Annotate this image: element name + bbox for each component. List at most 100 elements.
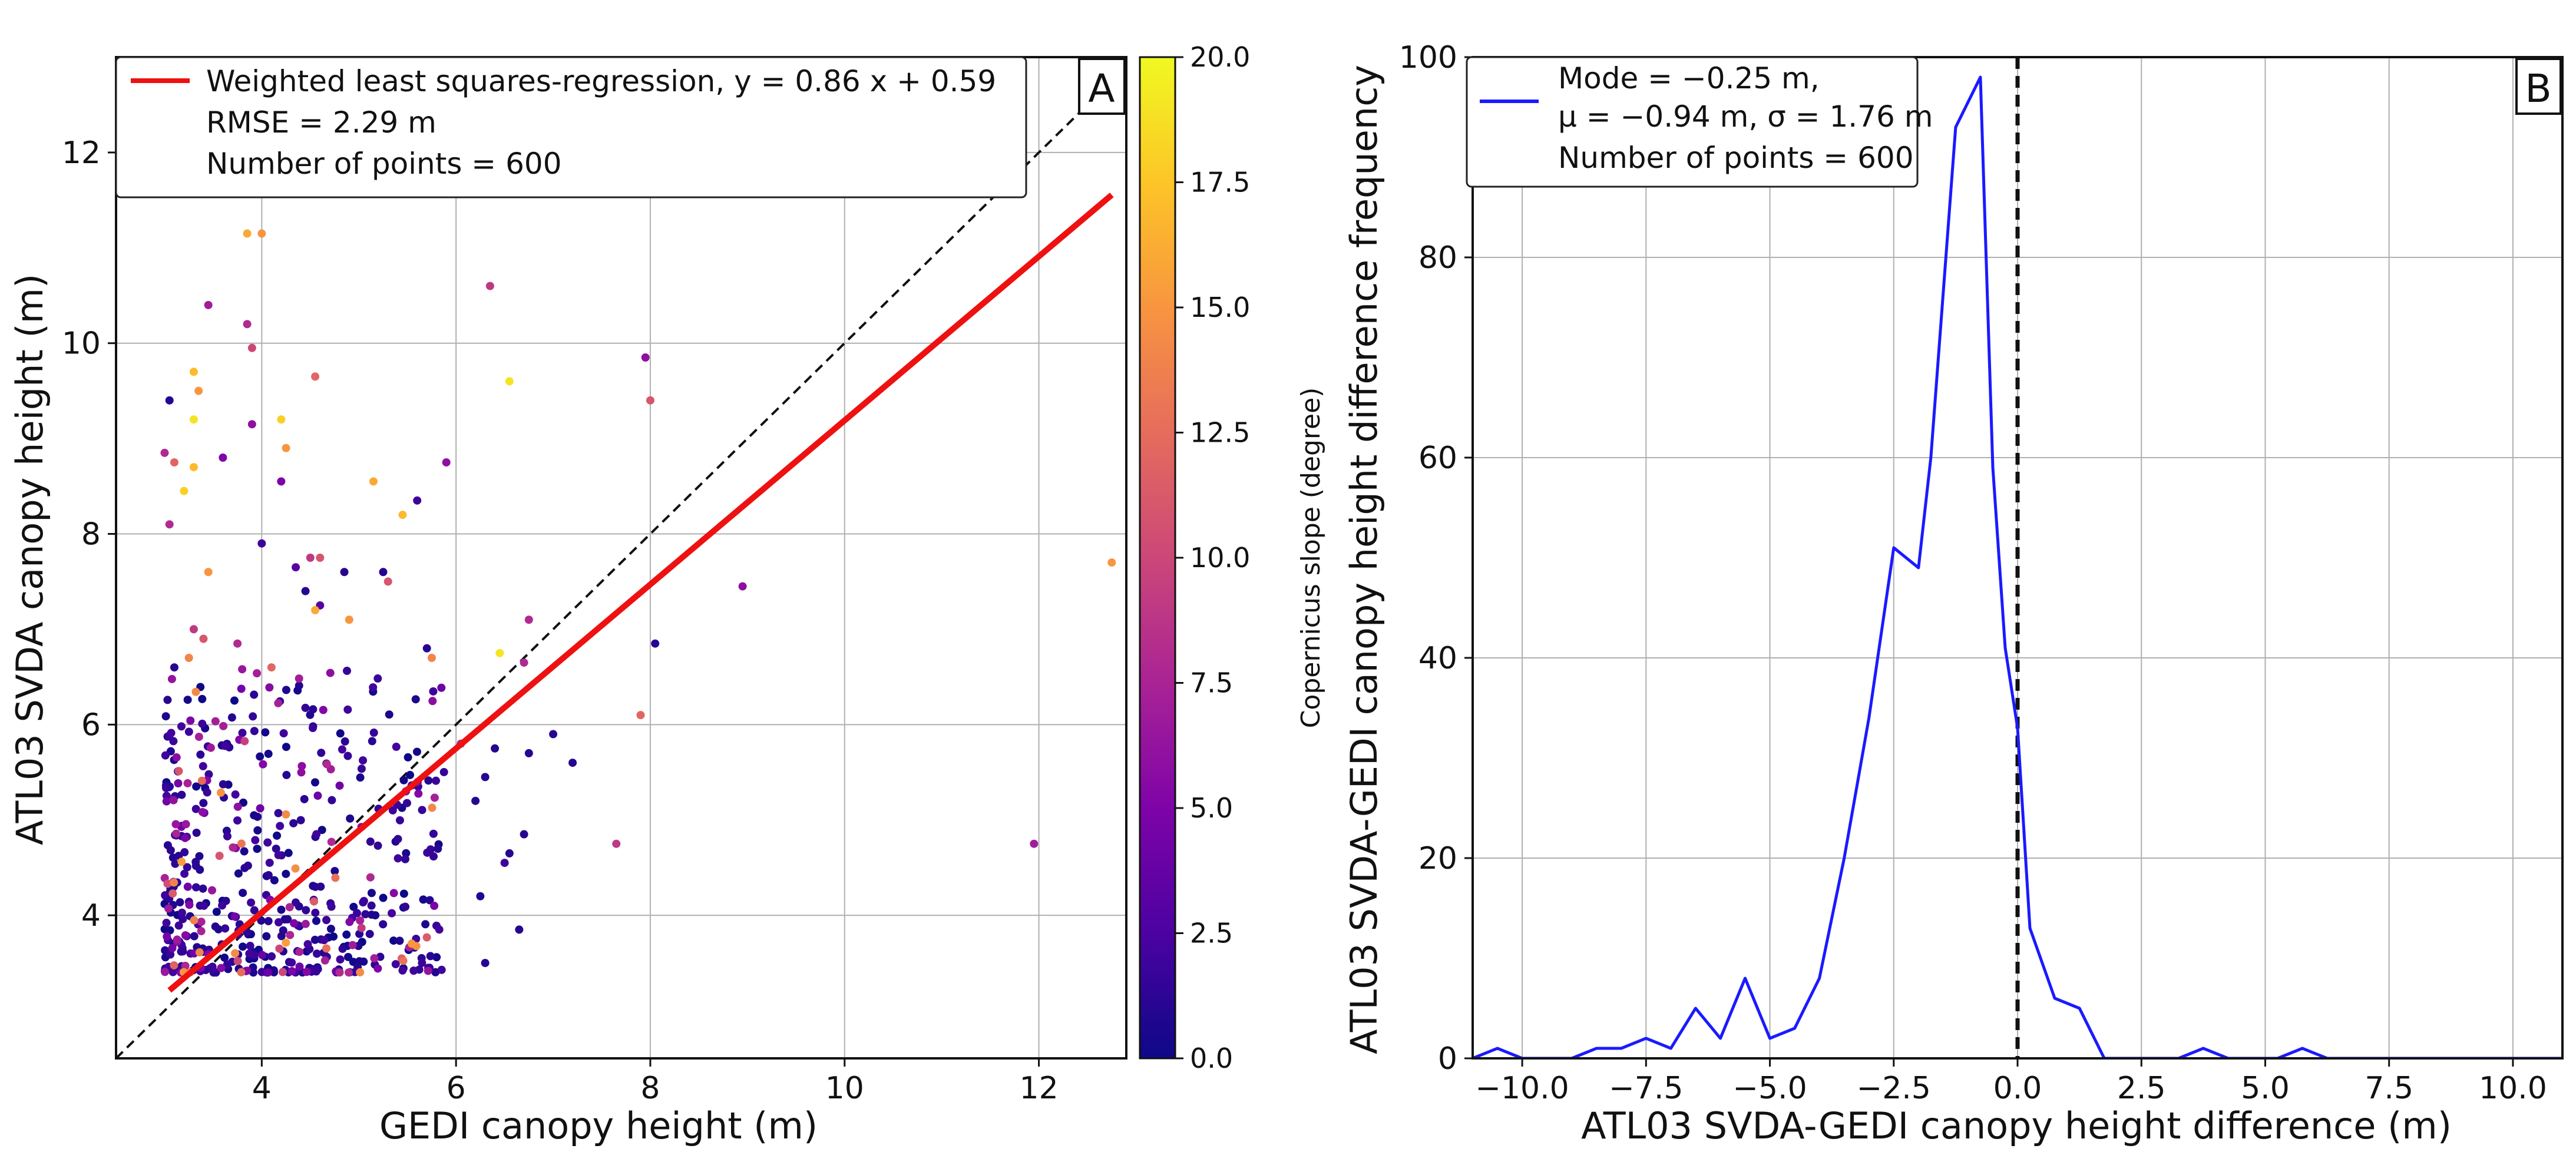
panel-a-point [424, 966, 432, 975]
panel-a-point [231, 790, 240, 799]
panel-a-point [295, 948, 304, 956]
panel-a-point [231, 949, 240, 958]
panel-a-point [170, 458, 178, 467]
panel-a-point [251, 836, 260, 845]
panel-a-point [183, 863, 191, 872]
panel-a-point [369, 683, 378, 692]
panel-b-ylabel: ATL03 SVDA-GEDI canopy height difference… [1342, 65, 1385, 1054]
panel-a-point [221, 924, 230, 933]
panel-a-ytick-label: 4 [81, 898, 101, 933]
panel-a-ytick-label: 6 [81, 707, 101, 743]
panel-a-point [286, 931, 295, 939]
panel-a-point [181, 820, 190, 829]
colorbar-tick-label: 10.0 [1190, 542, 1250, 574]
panel-a-point [177, 858, 186, 866]
panel-a-point [257, 968, 266, 976]
panel-a-point [190, 932, 199, 941]
panel-a-point [170, 663, 178, 672]
panel-a-point [282, 443, 290, 452]
panel-a-point [194, 386, 203, 395]
panel-a-point [327, 902, 336, 911]
panel-a-point [434, 845, 442, 853]
panel-a-point [253, 826, 262, 835]
panel-a-point [505, 849, 514, 858]
panel-a-point [173, 935, 181, 944]
panel-b-legend-mode: Mode = −0.25 m, [1558, 61, 1820, 95]
panel-a-point [437, 683, 446, 692]
panel-b-xtick-label: 0.0 [1993, 1071, 2042, 1106]
panel-a-point [316, 554, 325, 562]
panel-a-point [177, 790, 186, 799]
panel-a-point [310, 778, 319, 787]
panel-a-xtick-label: 4 [252, 1071, 272, 1106]
panel-a-point [366, 873, 375, 882]
panel-a-point [367, 911, 376, 919]
panel-b-ytick-label: 0 [1438, 1041, 1457, 1077]
panel-a-point [218, 901, 227, 910]
panel-b-ytick-label: 80 [1418, 240, 1457, 276]
panel-a-point [191, 858, 200, 866]
panel-a-point [199, 762, 207, 770]
panel-a-point [174, 921, 183, 930]
panel-a-point [233, 802, 242, 811]
panel-a-point [246, 942, 254, 951]
panel-b-xtick-label: 10.0 [2479, 1071, 2547, 1106]
panel-a-point [181, 961, 190, 970]
panel-a-point [189, 463, 198, 472]
panel-a-ytick-label: 12 [62, 135, 101, 171]
panel-a-point [373, 964, 382, 973]
panel-a-point [435, 925, 444, 934]
panel-a-point [204, 300, 213, 309]
panel-a-point [161, 751, 170, 760]
panel-a-xtick-label: 8 [640, 1071, 660, 1106]
panel-a-point [282, 810, 290, 819]
panel-a-point [215, 852, 224, 860]
colorbar-tick-label: 12.5 [1190, 417, 1250, 449]
panel-a-point [275, 944, 284, 953]
panel-a-point [1030, 839, 1039, 848]
panel-a-point [373, 841, 382, 850]
panel-a-point [393, 854, 402, 863]
panel-a-point [407, 939, 416, 948]
panel-b-xtick-label: −5.0 [1732, 1071, 1807, 1106]
panel-b-ytick-label: 20 [1418, 841, 1457, 876]
panel-a-legend-regression-label: Weighted least squares-regression, y = 0… [206, 64, 996, 98]
panel-a-point [233, 956, 242, 965]
panel-a-point [430, 902, 439, 911]
panel-a-point [612, 839, 621, 848]
panel-a-point [651, 639, 660, 648]
panel-a-point [237, 684, 246, 693]
panel-a-point [338, 944, 347, 953]
panel-b-ytick-label: 40 [1418, 641, 1457, 676]
panel-a-point [345, 918, 354, 926]
panel-a-point [186, 716, 195, 725]
panel-a-point [168, 889, 177, 898]
panel-a-point [263, 968, 272, 977]
panel-a-point [238, 665, 247, 674]
panel-a-point [312, 916, 320, 925]
panel-a-point [180, 848, 189, 857]
panel-a-point [243, 861, 252, 870]
panel-a-point [190, 916, 199, 925]
panel-a-point [295, 681, 303, 690]
panel-a-point [184, 727, 193, 736]
panel-a-point [180, 869, 189, 878]
panel-a-point [413, 496, 422, 505]
panel-a-point [237, 839, 246, 848]
panel-b-ticks: −10.0 −7.5 −5.0 −2.5 0.0 2.5 5.0 7.5 10.0 0 20 40 60… [1399, 40, 2547, 1106]
panel-a-point [340, 737, 349, 746]
panel-a-point [296, 816, 305, 825]
panel-a-point [165, 520, 174, 529]
panel-b-series-line [1473, 75, 2562, 1058]
panel-a-point [326, 925, 335, 933]
panel-a-point [524, 749, 533, 757]
panel-a-point [302, 906, 310, 915]
panel-a-point [389, 889, 398, 898]
panel-a-point [265, 683, 274, 692]
colorbar-tick-label: 17.5 [1190, 167, 1250, 198]
panel-a-point [349, 902, 358, 911]
panel-b-series [1473, 57, 2562, 1058]
panel-a-point [270, 876, 279, 885]
panel-a-point [310, 897, 319, 906]
panel-a-point [216, 788, 225, 797]
